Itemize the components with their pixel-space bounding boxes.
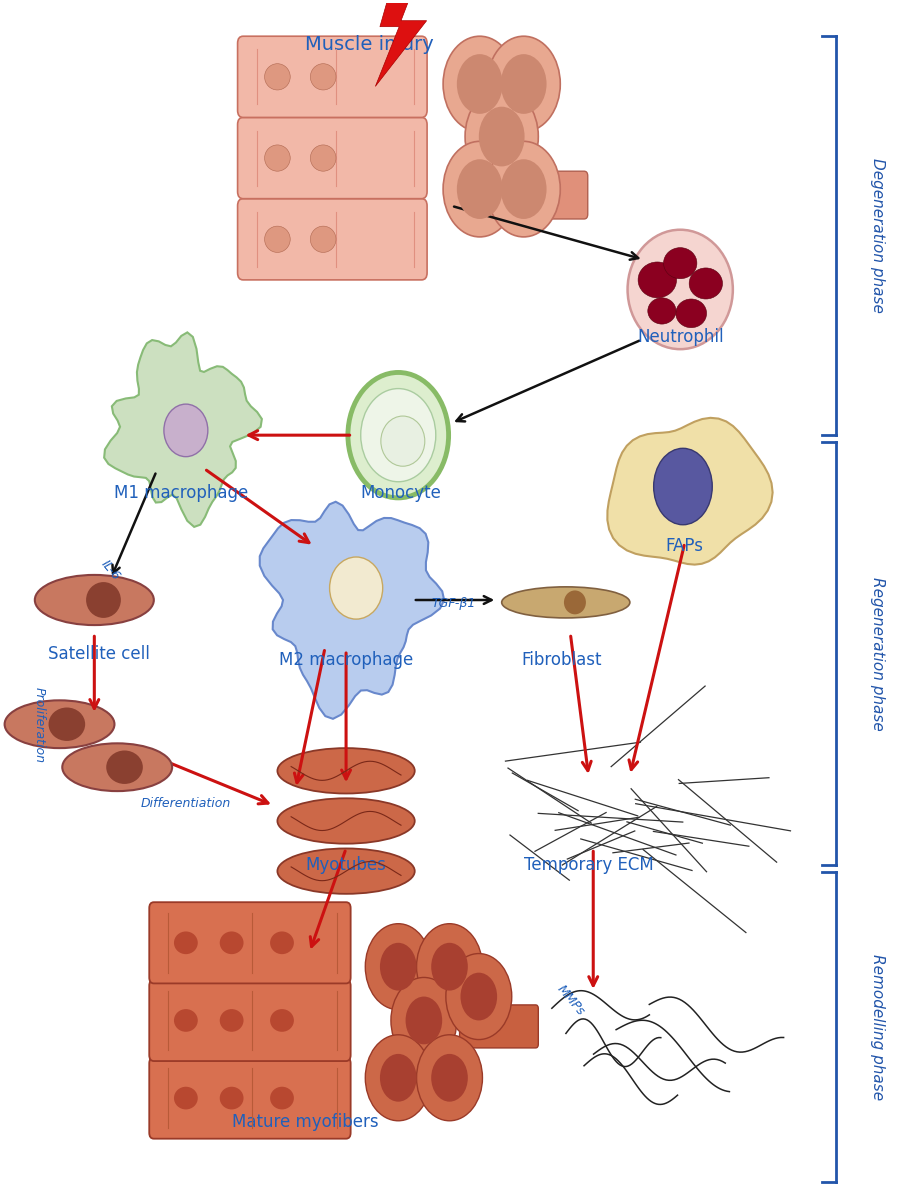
Ellipse shape <box>5 701 114 748</box>
Ellipse shape <box>35 575 154 625</box>
Text: Remodelling phase: Remodelling phase <box>869 954 884 1100</box>
Ellipse shape <box>164 404 208 457</box>
Circle shape <box>416 924 483 1009</box>
FancyBboxPatch shape <box>149 902 351 984</box>
Circle shape <box>446 954 512 1039</box>
Ellipse shape <box>310 145 336 172</box>
Circle shape <box>501 54 546 114</box>
Circle shape <box>457 160 503 218</box>
Ellipse shape <box>63 743 172 791</box>
Circle shape <box>479 107 525 167</box>
Ellipse shape <box>348 372 449 498</box>
Ellipse shape <box>49 708 85 740</box>
Ellipse shape <box>220 1087 243 1110</box>
Ellipse shape <box>264 64 290 90</box>
Polygon shape <box>104 332 262 527</box>
Circle shape <box>501 160 546 218</box>
Ellipse shape <box>627 229 733 349</box>
Text: Temporary ECM: Temporary ECM <box>524 856 654 874</box>
Polygon shape <box>607 418 773 565</box>
Text: FAPs: FAPs <box>666 538 704 556</box>
Ellipse shape <box>361 389 436 481</box>
FancyBboxPatch shape <box>512 172 588 218</box>
Text: Degeneration phase: Degeneration phase <box>869 158 884 313</box>
Text: M2 macrophage: M2 macrophage <box>279 650 414 668</box>
Text: M1 macrophage: M1 macrophage <box>114 484 249 502</box>
Ellipse shape <box>270 1009 294 1032</box>
Ellipse shape <box>220 1009 243 1032</box>
Circle shape <box>380 943 416 990</box>
Ellipse shape <box>86 582 121 618</box>
FancyBboxPatch shape <box>238 118 427 199</box>
Circle shape <box>457 54 503 114</box>
Circle shape <box>405 996 442 1044</box>
Text: Differentiation: Differentiation <box>141 797 231 810</box>
FancyBboxPatch shape <box>149 980 351 1061</box>
Text: Neutrophil: Neutrophil <box>637 329 724 347</box>
Ellipse shape <box>277 798 414 844</box>
Text: IL-6: IL-6 <box>99 558 122 583</box>
FancyBboxPatch shape <box>238 199 427 280</box>
Ellipse shape <box>277 848 414 894</box>
Text: Regeneration phase: Regeneration phase <box>869 577 884 731</box>
Ellipse shape <box>381 416 425 467</box>
Ellipse shape <box>264 145 290 172</box>
Ellipse shape <box>330 557 383 619</box>
Circle shape <box>460 973 497 1020</box>
Circle shape <box>487 36 560 132</box>
Ellipse shape <box>638 262 677 298</box>
Circle shape <box>366 924 431 1009</box>
Circle shape <box>465 89 538 185</box>
Circle shape <box>366 1034 431 1121</box>
Ellipse shape <box>310 226 336 252</box>
Ellipse shape <box>647 298 676 324</box>
Ellipse shape <box>663 247 697 278</box>
Ellipse shape <box>310 64 336 90</box>
Ellipse shape <box>676 299 706 328</box>
Text: MMPs: MMPs <box>554 983 587 1018</box>
Text: Muscle injury: Muscle injury <box>305 35 434 54</box>
Ellipse shape <box>106 750 143 784</box>
Circle shape <box>487 142 560 236</box>
Circle shape <box>416 1034 483 1121</box>
Polygon shape <box>260 502 444 719</box>
Ellipse shape <box>174 1009 198 1032</box>
Circle shape <box>431 1054 468 1102</box>
Text: Fibroblast: Fibroblast <box>521 650 601 668</box>
Ellipse shape <box>174 931 198 954</box>
Ellipse shape <box>689 268 722 299</box>
Ellipse shape <box>174 1087 198 1110</box>
Circle shape <box>391 978 457 1063</box>
Circle shape <box>380 1054 416 1102</box>
Circle shape <box>443 36 517 132</box>
Text: Monocyte: Monocyte <box>360 484 441 502</box>
Ellipse shape <box>270 1087 294 1110</box>
Ellipse shape <box>264 226 290 252</box>
Ellipse shape <box>270 931 294 954</box>
FancyBboxPatch shape <box>238 36 427 118</box>
Text: Myotubes: Myotubes <box>306 856 387 874</box>
FancyBboxPatch shape <box>149 1057 351 1139</box>
Ellipse shape <box>564 590 586 614</box>
Ellipse shape <box>502 587 630 618</box>
Text: Proliferation: Proliferation <box>33 688 46 763</box>
FancyBboxPatch shape <box>460 1004 538 1048</box>
Text: TGF-β1: TGF-β1 <box>431 598 475 610</box>
Polygon shape <box>376 0 426 86</box>
Text: Satellite cell: Satellite cell <box>48 644 150 662</box>
Ellipse shape <box>220 931 243 954</box>
Circle shape <box>654 449 712 524</box>
Ellipse shape <box>277 748 414 793</box>
Text: Mature myofibers: Mature myofibers <box>231 1112 379 1130</box>
Circle shape <box>443 142 517 236</box>
Circle shape <box>431 943 468 990</box>
